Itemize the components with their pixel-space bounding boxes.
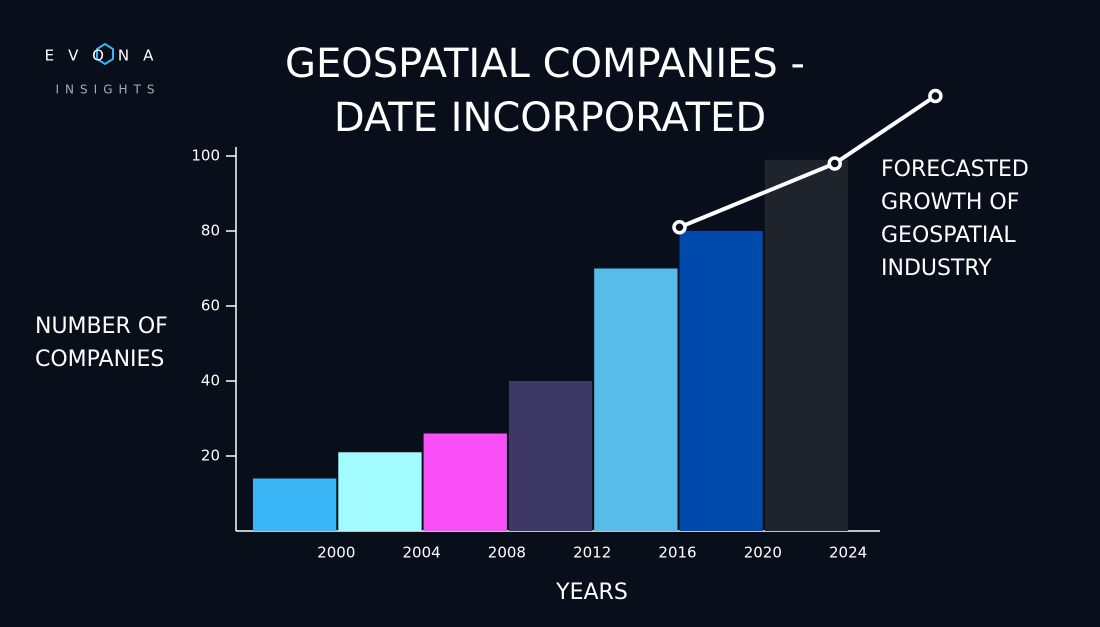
x-tick-label: 2000 <box>317 544 355 562</box>
logo-icon <box>96 42 114 66</box>
x-tick-label: 2020 <box>744 544 782 562</box>
x-tick-label: 2004 <box>403 544 441 562</box>
bar <box>508 381 593 531</box>
y-tick-label: 60 <box>201 297 220 315</box>
bar <box>338 452 422 531</box>
annotation: INDUSTRY <box>881 256 992 281</box>
x-tick-label: 2024 <box>829 544 867 562</box>
y-tick-label: 80 <box>201 222 220 240</box>
x-axis-label: YEARS <box>555 580 628 605</box>
forecast-point <box>827 156 842 171</box>
annotation: GEOSPATIAL <box>881 223 1016 248</box>
bar <box>253 478 337 531</box>
y-tick-label: 20 <box>201 447 220 465</box>
annotation: GROWTH OF <box>881 190 1019 215</box>
logo-name: EVONA <box>45 47 168 65</box>
forecast-point <box>928 88 943 104</box>
x-tick-label: 2012 <box>573 544 611 562</box>
chart-title: GEOSPATIAL COMPANIES - <box>285 41 805 87</box>
bar <box>594 268 678 531</box>
bar <box>679 231 763 531</box>
bar <box>764 159 849 531</box>
y-axis-label: COMPANIES <box>35 347 164 372</box>
annotation: FORECASTED <box>881 157 1029 182</box>
logo-sub: INSIGHTS <box>56 83 161 97</box>
logo: EVONA INSIGHTS <box>45 42 168 97</box>
x-tick-label: 2016 <box>658 544 696 562</box>
y-tick-label: 40 <box>201 372 220 390</box>
chart-title: DATE INCORPORATED <box>334 95 766 141</box>
x-tick-label: 2008 <box>488 544 526 562</box>
y-axis-label: NUMBER OF <box>35 314 168 339</box>
forecast-point <box>672 220 687 235</box>
y-tick-label: 100 <box>191 147 220 165</box>
bar <box>423 433 507 531</box>
